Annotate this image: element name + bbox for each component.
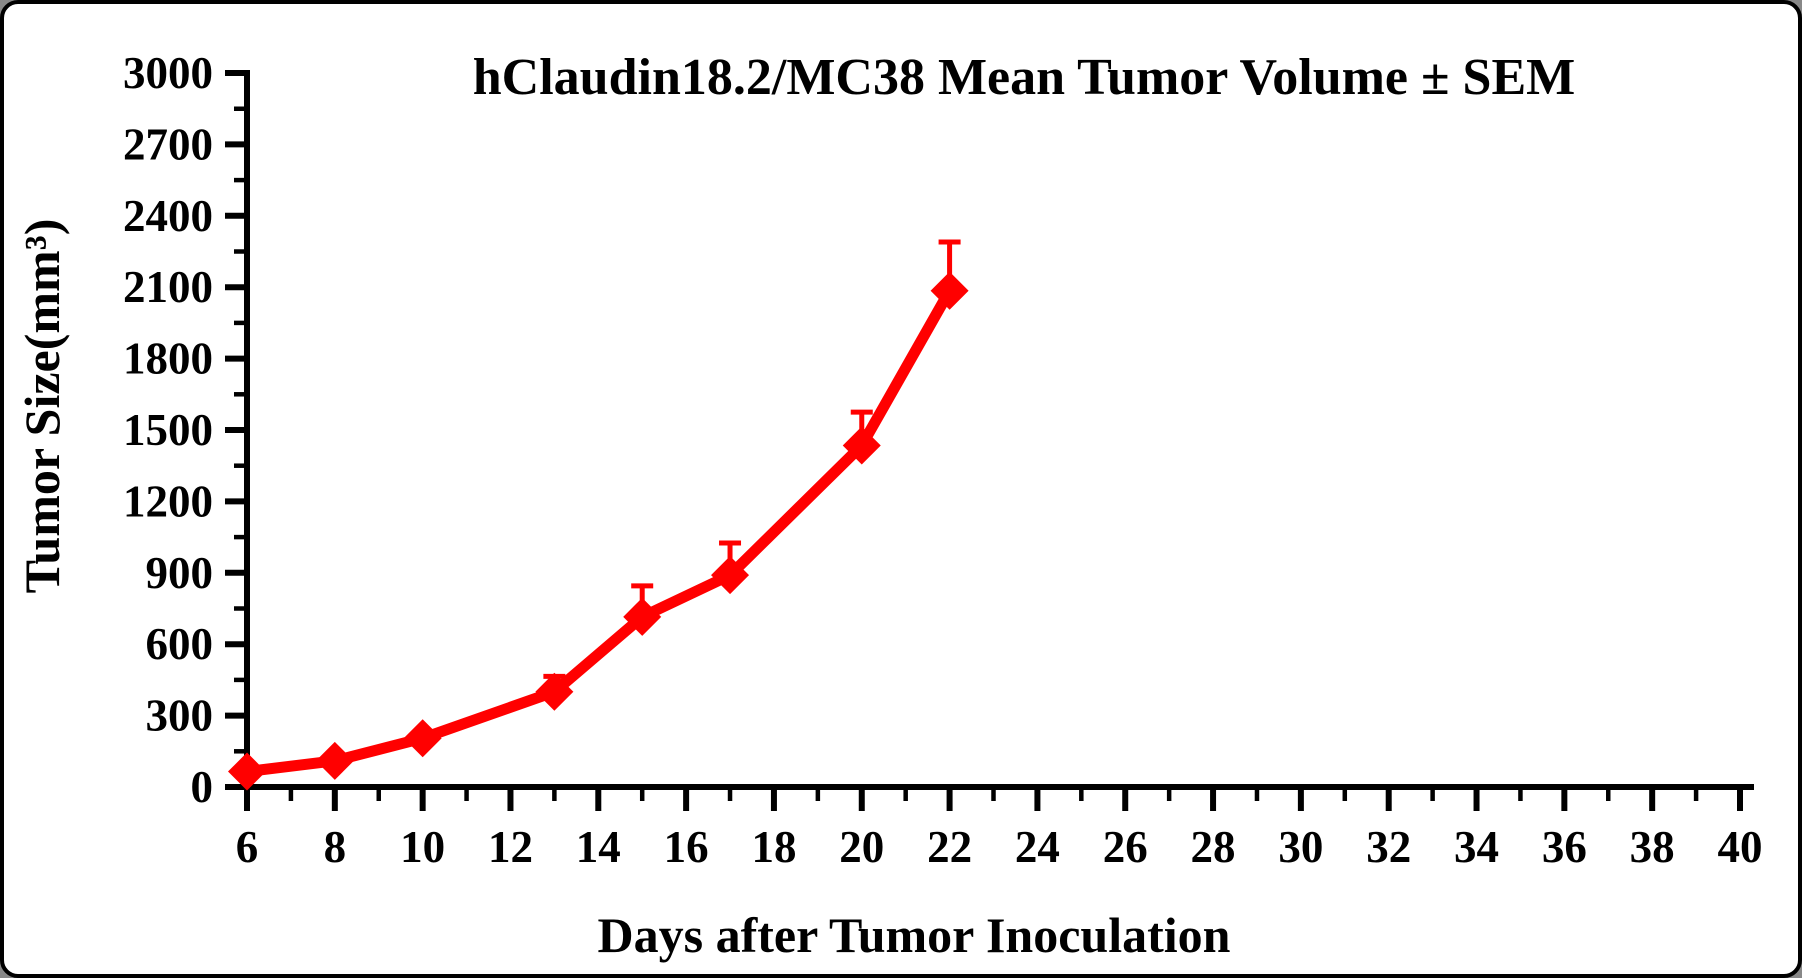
x-tick-label: 32	[1366, 822, 1411, 872]
y-tick-label: 600	[146, 619, 214, 669]
x-tick-label: 20	[839, 822, 884, 872]
y-tick-label: 2700	[123, 119, 213, 169]
data-point-marker	[711, 556, 750, 595]
data-point-marker	[842, 426, 881, 465]
x-tick-label: 34	[1454, 822, 1499, 872]
data-point-marker	[623, 597, 662, 636]
y-tick-label: 2400	[123, 191, 213, 241]
x-axis-title: Days after Tumor Inoculation	[598, 907, 1231, 963]
data-point-marker	[930, 271, 969, 310]
chart-title: hClaudin18.2/MC38 Mean Tumor Volume ± SE…	[473, 49, 1575, 106]
data-point-marker	[403, 719, 442, 758]
x-tick-label: 30	[1278, 822, 1323, 872]
series-group	[228, 239, 969, 791]
y-axis-title: Tumor Size(mm³)	[14, 219, 70, 594]
x-tick-label: 28	[1191, 822, 1236, 872]
x-tick-label: 38	[1630, 822, 1675, 872]
y-tick-label: 1500	[123, 405, 213, 455]
axes-group: 0 300 600 900 1200 1500 1800 2100 2400 2700 3000 6 8…	[123, 48, 1763, 872]
y-tick-label: 300	[146, 691, 214, 741]
x-tick-label: 16	[664, 822, 709, 872]
x-tick-label: 8	[324, 822, 347, 872]
y-tick-label: 1800	[123, 334, 213, 384]
x-tick-label: 10	[400, 822, 445, 872]
x-tick-label: 40	[1718, 822, 1763, 872]
y-tick-label: 900	[146, 548, 214, 598]
x-tick-label: 18	[751, 822, 796, 872]
tumor-volume-line-chart: hClaudin18.2/MC38 Mean Tumor Volume ± SE…	[14, 48, 1763, 963]
data-point-marker	[535, 672, 574, 711]
series-polyline	[241, 285, 956, 778]
x-tick-label: 6	[236, 822, 259, 872]
y-tick-label: 1200	[123, 476, 213, 526]
y-tick-label: 3000	[123, 48, 213, 98]
x-tick-label: 12	[488, 822, 533, 872]
x-tick-label: 36	[1542, 822, 1587, 872]
x-tick-label: 14	[576, 822, 621, 872]
data-point-marker	[315, 741, 354, 780]
y-tick-label: 0	[191, 762, 214, 812]
y-tick-label: 2100	[123, 262, 213, 312]
data-point-marker	[228, 752, 266, 791]
x-tick-label: 22	[927, 822, 972, 872]
x-tick-label: 26	[1103, 822, 1148, 872]
x-tick-label: 24	[1015, 822, 1060, 872]
